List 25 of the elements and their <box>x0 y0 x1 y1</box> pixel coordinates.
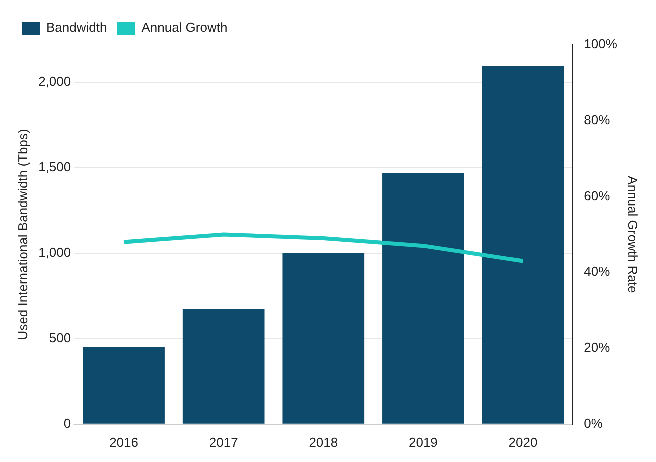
y2-axis-title: Annual Growth Rate <box>626 176 641 294</box>
bar <box>482 66 564 424</box>
y2-tick-label: 40% <box>584 264 611 280</box>
y2-tick-label: 0% <box>584 416 604 431</box>
bar <box>382 173 464 424</box>
y2-tick-label: 60% <box>584 188 611 204</box>
x-tick-label: 2016 <box>110 434 138 450</box>
x-tick-label: 2019 <box>408 434 438 450</box>
x-tick-label: 2017 <box>209 434 238 450</box>
bar <box>282 254 365 424</box>
y-tick-label: 500 <box>49 330 72 346</box>
y-tick-label: 1,500 <box>38 160 72 175</box>
x-tick-label: 2020 <box>508 434 538 450</box>
legend-label: Bandwidth <box>46 20 108 36</box>
y2-tick-label: 20% <box>584 340 611 356</box>
y-tick-label: 0 <box>64 416 72 431</box>
bar <box>83 347 165 424</box>
y-tick-label: 1,000 <box>38 245 72 260</box>
y-axis-title: Used International Bandwidth (Tbps) <box>15 129 30 340</box>
bar <box>182 309 265 424</box>
y2-tick-label: 100% <box>584 36 618 52</box>
y2-tick-label: 80% <box>584 112 611 128</box>
x-tick-label: 2018 <box>309 434 338 450</box>
legend-label: Annual Growth <box>142 20 228 36</box>
y-tick-label: 2,000 <box>38 74 72 90</box>
